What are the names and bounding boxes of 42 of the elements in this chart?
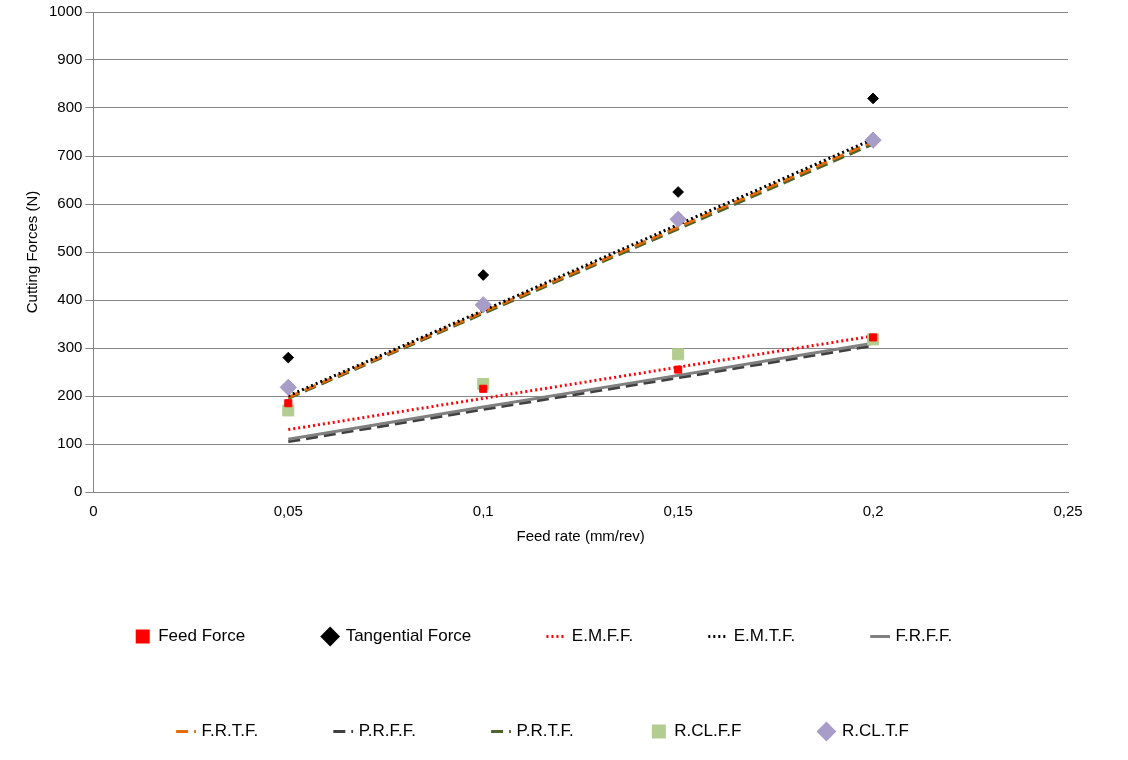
y-tick-label: 0: [74, 482, 83, 500]
point: [672, 186, 684, 198]
x-tick-label: 0,1: [472, 502, 494, 520]
x-tick-label: 0,05: [273, 502, 303, 520]
point: [282, 351, 295, 364]
legend-label: F.R.F.F.: [895, 626, 953, 646]
point: [284, 399, 293, 408]
point: [867, 92, 879, 105]
y-axis-title: Cutting Forces (N): [23, 190, 41, 314]
legend-label: R.CL.T.F: [841, 721, 909, 741]
x-axis-title: Feed rate (mm/rev): [516, 527, 645, 545]
point: [869, 333, 878, 342]
legend-label: P.R.T.F.: [516, 721, 574, 741]
x-tick-label: 0,15: [663, 502, 693, 520]
point: [864, 131, 882, 149]
y-tick-label: 1000: [48, 2, 83, 20]
y-tick-label: 200: [57, 386, 83, 404]
y-tick-label: 600: [57, 194, 83, 212]
x-tick-label: 0: [89, 502, 98, 520]
y-tick-label: 900: [57, 50, 83, 68]
legend-label: E.M.F.F.: [571, 626, 634, 646]
point: [674, 365, 683, 374]
point: [477, 269, 490, 281]
legend-label: E.M.T.F.: [733, 626, 796, 646]
point: [479, 384, 488, 393]
legend-label: R.CL.F.F: [674, 721, 742, 741]
x-tick-label: 0,25: [1053, 502, 1083, 520]
y-tick-label: 800: [57, 98, 83, 116]
legend-label: P.R.F.F.: [358, 721, 417, 741]
legend-label: F.R.T.F.: [201, 721, 259, 741]
y-tick-label: 300: [57, 338, 83, 356]
point: [672, 348, 685, 361]
x-tick-label: 0,2: [862, 502, 884, 520]
y-tick-label: 100: [57, 434, 83, 452]
y-tick-label: 700: [57, 146, 83, 164]
y-tick-label: 500: [57, 242, 83, 260]
point: [474, 296, 492, 314]
y-tick-label: 400: [57, 290, 83, 308]
point: [279, 378, 297, 397]
legend-label: Tangential Force: [345, 626, 472, 646]
point: [669, 210, 687, 229]
legend-label: Feed Force: [158, 626, 246, 646]
